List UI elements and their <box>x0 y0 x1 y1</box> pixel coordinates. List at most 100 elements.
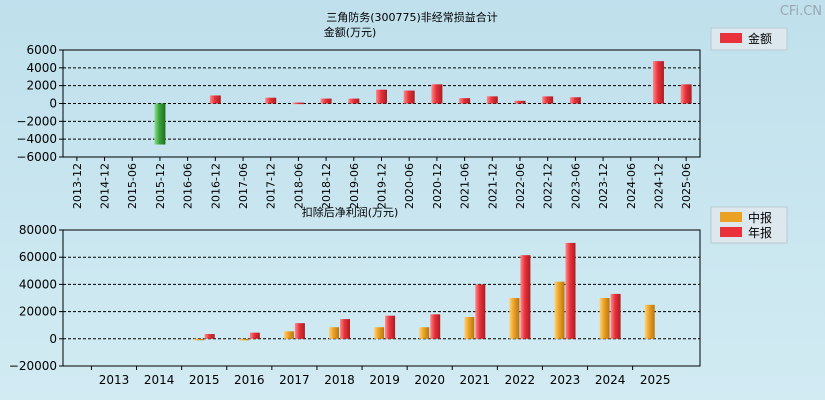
chart2-bar-annual <box>340 319 350 339</box>
chart1-xtick-label: 2024-06 <box>625 163 638 209</box>
chart2-legend-swatch-annual <box>720 227 742 237</box>
chart2-ytick-label: 20000 <box>19 305 57 319</box>
chart2-xtick-label: 2017 <box>279 373 310 387</box>
chart2-xtick-label: 2020 <box>414 373 445 387</box>
chart1-bar <box>292 102 304 105</box>
chart1-x-axis: 2013-12 2014-12 2015-06 2015-12 2016-06 2016-… <box>71 157 693 209</box>
chart1-xtick-label: 2021-06 <box>459 163 472 209</box>
chart2-gridlines <box>63 256 700 340</box>
chart1-bar <box>652 61 664 104</box>
chart2-legend-label-interim: 中报 <box>748 210 772 225</box>
chart1-xtick-label: 2023-12 <box>597 163 610 209</box>
chart1-xtick-label: 2023-06 <box>569 163 582 209</box>
chart1-ytick-label: −4000 <box>16 132 57 146</box>
chart1-bar <box>320 98 332 104</box>
chart1-xtick-label: 2019-06 <box>348 163 361 209</box>
chart1-bar <box>348 98 360 104</box>
chart2-legend-label-annual: 年报 <box>748 225 772 240</box>
chart1-bar <box>459 98 471 104</box>
chart1-xtick-label: 2015-12 <box>154 163 167 209</box>
chart2-xtick-label: 2021 <box>460 373 491 387</box>
chart2-xtick-label: 2023 <box>550 373 581 387</box>
chart2-bar-annual <box>565 242 576 339</box>
chart1-xtick-label: 2017-06 <box>237 163 250 209</box>
chart2-bar-annual <box>610 293 621 339</box>
chart2-bar-interim <box>419 327 430 339</box>
chart1-ytick-label: −2000 <box>16 114 57 128</box>
chart2-xtick-label: 2024 <box>595 373 626 387</box>
chart2-bar-annual <box>430 314 441 339</box>
chart1-xtick-label: 2019-12 <box>376 163 389 209</box>
chart2-xtick-label: 2016 <box>234 373 265 387</box>
chart1-ytick-label: 4000 <box>26 61 57 75</box>
chart1-xtick-label: 2020-12 <box>431 163 444 209</box>
chart2-bar-interim <box>509 298 520 339</box>
chart2-bar-interim <box>283 331 294 339</box>
chart2-bar-interim <box>599 298 610 339</box>
chart1-xtick-label: 2021-12 <box>486 163 499 209</box>
chart1-bar <box>514 100 526 104</box>
chart1-bar <box>376 89 387 104</box>
chart1-xtick-label: 2018-06 <box>292 163 305 209</box>
chart1-title: 三角防务(300775)非经常损益合计 <box>326 10 498 24</box>
chart2-bar-annual <box>520 255 531 339</box>
chart2-bar-interim <box>464 317 475 339</box>
chart1-xtick-label: 2017-12 <box>265 163 278 209</box>
chart1-bars <box>154 61 692 145</box>
chart2-title: 扣除后净利润(万元) <box>302 205 399 219</box>
chart2-bars <box>193 242 655 341</box>
chart1-gridlines <box>63 67 700 140</box>
chart1-xtick-label: 2016-12 <box>209 163 222 209</box>
chart1-ytick-label: 6000 <box>26 43 57 57</box>
chart1-xtick-label: 2013-12 <box>71 163 84 209</box>
chart2-xtick-label: 2019 <box>369 373 400 387</box>
chart1-xtick-label: 2022-12 <box>542 163 555 209</box>
chart1-subtitle: 金额(万元) <box>324 25 377 39</box>
chart2-xtick-label: 2015 <box>189 373 220 387</box>
chart1-frame <box>62 49 701 158</box>
watermark: CFi.CN <box>780 4 822 19</box>
chart2-bar-interim <box>644 304 655 339</box>
chart2-bar-annual <box>249 332 260 339</box>
chart1-ytick-label: −6000 <box>16 150 57 164</box>
chart1-xtick-label: 2015-06 <box>126 163 139 209</box>
chart2-bar-annual <box>385 315 396 339</box>
chart2-xtick-label: 2014 <box>144 373 175 387</box>
chart1-bar <box>569 97 581 104</box>
chart2-frame <box>62 229 701 367</box>
chart1-bar <box>403 90 415 104</box>
chart1-bar <box>431 84 443 104</box>
chart2-bar-annual <box>475 284 486 339</box>
chart1-xtick-label: 2022-06 <box>514 163 527 209</box>
chart2-ytick-label: 40000 <box>19 277 57 291</box>
chart2-x-axis: 2013 2014 2015 2016 2017 2018 2019 2020 2021 2022… <box>90 366 671 387</box>
chart1-legend-label-amount: 金额 <box>748 31 772 46</box>
chart1-bar <box>209 95 221 104</box>
chart1-ytick-label: 2000 <box>26 79 57 93</box>
chart1-xtick-label: 2016-06 <box>182 163 195 209</box>
chart2-bar-interim <box>554 281 565 339</box>
chart2-ytick-label: 60000 <box>19 250 57 264</box>
chart2-bar-annual <box>294 323 305 339</box>
chart1-xtick-label: 2025-06 <box>680 163 693 209</box>
chart1-legend-swatch-amount <box>720 33 742 43</box>
chart1-bar <box>542 96 554 104</box>
chart2-xtick-label: 2025 <box>640 373 671 387</box>
chart2-bar-interim <box>329 327 339 339</box>
chart2-ytick-label: 80000 <box>19 223 57 237</box>
chart1-bar <box>154 103 166 145</box>
chart2-y-axis: 80000 60000 40000 20000 0 −20000 <box>9 223 63 373</box>
chart2-xtick-label: 2013 <box>99 373 130 387</box>
chart1-ytick-label: 0 <box>49 97 57 111</box>
chart1-bar <box>680 84 692 104</box>
chart2-ytick-label: 0 <box>49 332 57 346</box>
chart1-bar <box>265 97 277 104</box>
chart1-legend: 金额 <box>710 27 788 51</box>
chart1-xtick-label: 2020-06 <box>403 163 416 209</box>
chart2-bar-interim <box>374 327 385 339</box>
chart2-xtick-label: 2018 <box>324 373 355 387</box>
chart1-xtick-label: 2024-12 <box>652 163 665 209</box>
chart2-legend-swatch-interim <box>720 212 742 222</box>
